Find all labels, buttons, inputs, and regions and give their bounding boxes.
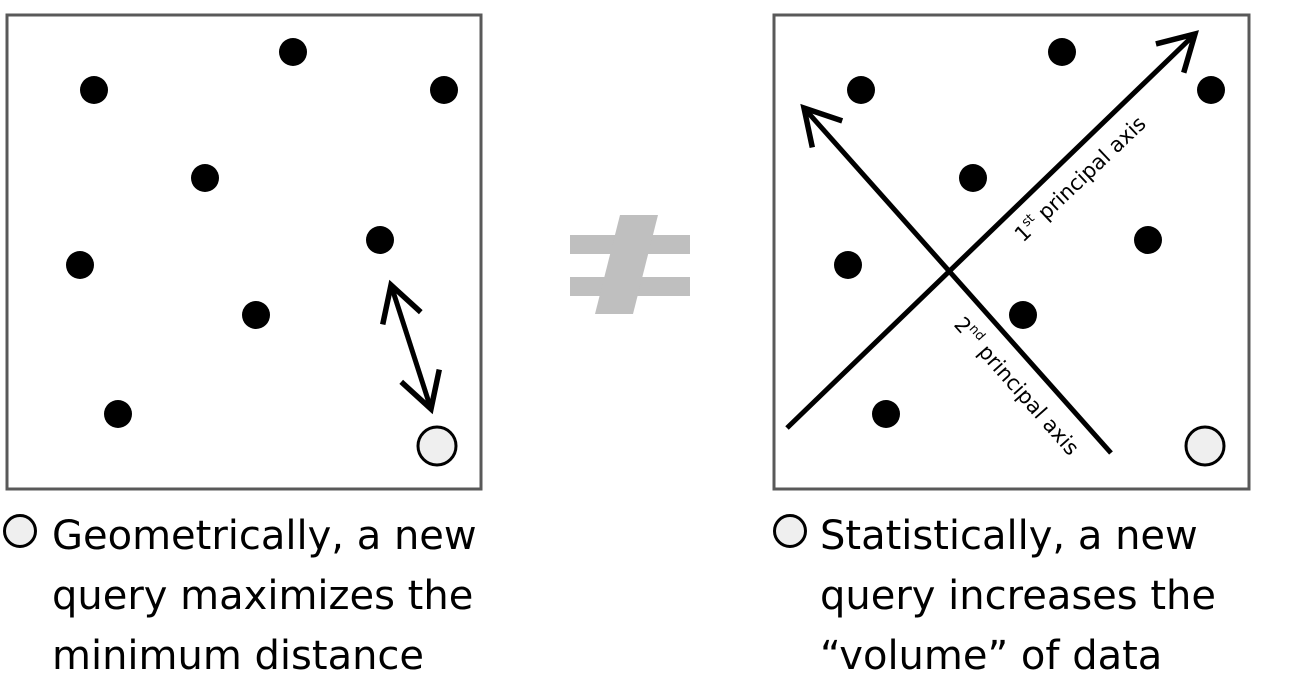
data-point — [1009, 301, 1037, 329]
second-principal-axis — [800, 103, 1113, 455]
left-panel — [5, 13, 483, 491]
data-point — [872, 400, 900, 428]
caption-line: query increases the — [820, 573, 1216, 619]
data-point — [191, 164, 219, 192]
not-equal-icon — [570, 215, 690, 314]
left-panel-frame — [5, 13, 483, 491]
new-query-point — [1184, 425, 1226, 467]
data-point — [104, 400, 132, 428]
data-point — [1197, 76, 1225, 104]
data-point — [1134, 226, 1162, 254]
right-caption: Statistically, a new query increases the… — [820, 506, 1216, 686]
caption-line: query maximizes the — [52, 573, 474, 619]
caption-line: “volume” of data — [820, 633, 1163, 679]
first-axis-label: 1st principal axis — [1009, 111, 1150, 247]
left-caption: Geometrically, a new query maximizes the… — [52, 506, 477, 686]
right-panel-frame — [772, 13, 1251, 491]
data-point — [959, 164, 987, 192]
min-distance-arrow — [380, 279, 442, 415]
hollow-circle-icon — [3, 514, 37, 548]
data-point — [66, 251, 94, 279]
data-point — [366, 226, 394, 254]
data-point — [834, 251, 862, 279]
caption-line: Statistically, a new — [820, 513, 1198, 559]
data-point — [847, 76, 875, 104]
data-point — [1048, 38, 1076, 66]
data-point — [430, 76, 458, 104]
data-point — [279, 38, 307, 66]
new-query-point — [416, 425, 458, 467]
caption-line: minimum distance — [52, 633, 425, 679]
hollow-circle-icon — [773, 514, 807, 548]
data-point — [242, 301, 270, 329]
right-panel: 1st principal axis 2nd principal axis — [772, 13, 1251, 491]
first-principal-axis — [785, 30, 1199, 430]
data-point — [80, 76, 108, 104]
second-axis-label: 2nd principal axis — [949, 312, 1084, 460]
caption-line: Geometrically, a new — [52, 513, 477, 559]
